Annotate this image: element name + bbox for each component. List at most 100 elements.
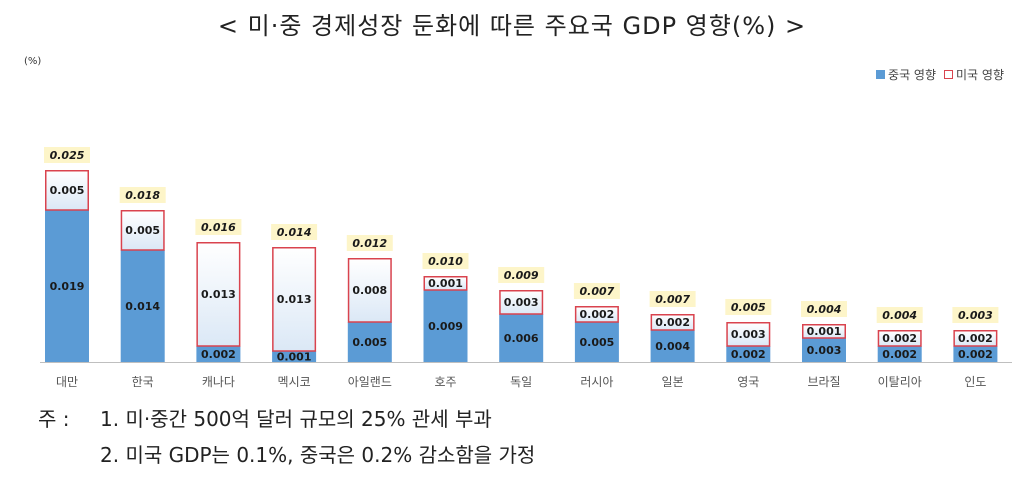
label-us-5: 0.001 bbox=[428, 277, 463, 290]
label-china-10: 0.003 bbox=[807, 344, 842, 357]
category-label-0: 대만 bbox=[56, 375, 78, 389]
total-bg-12 bbox=[952, 307, 999, 323]
bar-china-0 bbox=[45, 210, 89, 362]
bar-us-6 bbox=[499, 290, 544, 315]
label-china-9: 0.002 bbox=[731, 348, 766, 361]
category-label-11: 이탈리아 bbox=[878, 375, 922, 389]
category-label-4: 아일랜드 bbox=[348, 375, 392, 389]
label-china-5: 0.009 bbox=[428, 320, 463, 333]
label-total-6: 0.009 bbox=[504, 269, 539, 282]
label-total-2: 0.016 bbox=[201, 221, 236, 234]
label-us-8: 0.002 bbox=[655, 316, 690, 329]
bar-us-1 bbox=[120, 210, 165, 251]
bar-china-4 bbox=[347, 322, 392, 362]
label-total-12: 0.003 bbox=[958, 309, 993, 322]
label-us-10: 0.001 bbox=[807, 325, 842, 338]
legend-label-us: 미국 영향 bbox=[956, 68, 1004, 82]
category-label-3: 멕시코 bbox=[278, 375, 311, 389]
legend-label-china: 중국 영향 bbox=[888, 68, 937, 82]
total-bg-9 bbox=[725, 299, 772, 315]
total-bg-5 bbox=[422, 253, 469, 269]
y-axis-unit: (%) bbox=[24, 56, 42, 67]
label-china-2: 0.002 bbox=[201, 348, 236, 361]
label-china-0: 0.019 bbox=[50, 280, 85, 293]
label-china-6: 0.006 bbox=[504, 332, 539, 345]
bar-chart: 0.019 0.005 0.025 대만 0.014 0.005 0.018 한국 0.002 0… bbox=[40, 147, 1012, 389]
label-china-3: 0.001 bbox=[277, 351, 312, 364]
bar-us-12 bbox=[953, 330, 998, 347]
footnotes: 주 : 1. 미·중간 500억 달러 규모의 25% 관세 부과 2. 미국 G… bbox=[38, 401, 535, 473]
legend-item-china: 중국 영향 bbox=[876, 66, 936, 83]
bar-china-10 bbox=[802, 338, 846, 362]
bar-us-2 bbox=[196, 242, 241, 347]
label-china-12: 0.002 bbox=[958, 348, 993, 361]
label-china-1: 0.014 bbox=[125, 300, 160, 313]
bar-us-7 bbox=[574, 306, 619, 323]
category-label-12: 인도 bbox=[964, 375, 986, 389]
label-total-4: 0.012 bbox=[352, 237, 387, 250]
label-us-0: 0.005 bbox=[50, 184, 85, 197]
legend-swatch-us bbox=[944, 70, 954, 79]
category-label-5: 호주 bbox=[434, 375, 456, 389]
category-label-10: 브라질 bbox=[807, 375, 840, 389]
category-label-6: 독일 bbox=[510, 375, 532, 389]
footnote-2: 2. 미국 GDP는 0.1%, 중국은 0.2% 감소함을 가정 bbox=[38, 437, 535, 473]
label-us-12: 0.002 bbox=[958, 332, 993, 345]
bar-us-4 bbox=[347, 258, 392, 323]
label-china-7: 0.005 bbox=[580, 336, 615, 349]
legend-item-us: 미국 영향 bbox=[944, 66, 1004, 83]
footnote-prefix: 주 : bbox=[38, 407, 70, 431]
label-us-2: 0.013 bbox=[201, 288, 236, 301]
label-us-1: 0.005 bbox=[125, 224, 160, 237]
label-us-4: 0.008 bbox=[352, 284, 387, 297]
bar-china-7 bbox=[574, 322, 619, 362]
category-label-8: 일본 bbox=[662, 375, 684, 389]
bar-us-5 bbox=[423, 276, 468, 291]
label-total-9: 0.005 bbox=[731, 301, 766, 314]
label-total-0: 0.025 bbox=[50, 149, 85, 162]
category-label-9: 영국 bbox=[737, 375, 759, 389]
bar-us-8 bbox=[650, 314, 695, 331]
bar-us-11 bbox=[877, 330, 922, 347]
total-bg-2 bbox=[195, 219, 242, 235]
category-label-7: 러시아 bbox=[580, 375, 613, 389]
label-china-4: 0.005 bbox=[352, 336, 387, 349]
label-total-10: 0.004 bbox=[807, 303, 842, 316]
label-china-8: 0.004 bbox=[655, 340, 690, 353]
footnote-2-text: 2. 미국 GDP는 0.1%, 중국은 0.2% 감소함을 가정 bbox=[100, 443, 536, 467]
bar-china-2 bbox=[196, 346, 241, 362]
bar-china-12 bbox=[953, 346, 998, 362]
label-total-1: 0.018 bbox=[125, 189, 160, 202]
label-total-11: 0.004 bbox=[882, 309, 917, 322]
category-label-2: 캐나다 bbox=[202, 375, 235, 389]
bar-us-3 bbox=[272, 247, 317, 352]
label-us-11: 0.002 bbox=[882, 332, 917, 345]
bar-us-0 bbox=[45, 170, 89, 211]
legend: 중국 영향 미국 영향 bbox=[876, 66, 1004, 83]
total-bg-3 bbox=[271, 224, 318, 240]
chart-title: < 미·중 경제성장 둔화에 따른 주요국 GDP 영향(%) > bbox=[217, 12, 807, 40]
bar-china-11 bbox=[877, 346, 922, 362]
bar-us-10 bbox=[802, 324, 846, 339]
label-china-11: 0.002 bbox=[882, 348, 917, 361]
total-bg-0 bbox=[44, 147, 90, 163]
total-bg-7 bbox=[573, 283, 620, 299]
total-bg-8 bbox=[649, 291, 696, 307]
bar-china-8 bbox=[650, 330, 695, 362]
total-bg-11 bbox=[876, 307, 923, 323]
bar-china-1 bbox=[120, 250, 165, 362]
bar-china-3 bbox=[272, 351, 317, 362]
legend-swatch-china bbox=[876, 70, 886, 79]
label-us-6: 0.003 bbox=[504, 296, 539, 309]
bar-china-9 bbox=[726, 346, 771, 362]
total-bg-6 bbox=[498, 267, 545, 283]
label-total-7: 0.007 bbox=[580, 285, 615, 298]
category-label-1: 한국 bbox=[132, 375, 154, 389]
total-bg-1 bbox=[119, 187, 166, 203]
label-total-8: 0.007 bbox=[655, 293, 690, 306]
footnote-1: 주 : 1. 미·중간 500억 달러 규모의 25% 관세 부과 bbox=[38, 401, 535, 437]
bar-china-6 bbox=[499, 314, 544, 362]
total-bg-10 bbox=[801, 301, 847, 317]
label-total-5: 0.010 bbox=[428, 255, 463, 268]
total-bg-4 bbox=[346, 235, 393, 251]
